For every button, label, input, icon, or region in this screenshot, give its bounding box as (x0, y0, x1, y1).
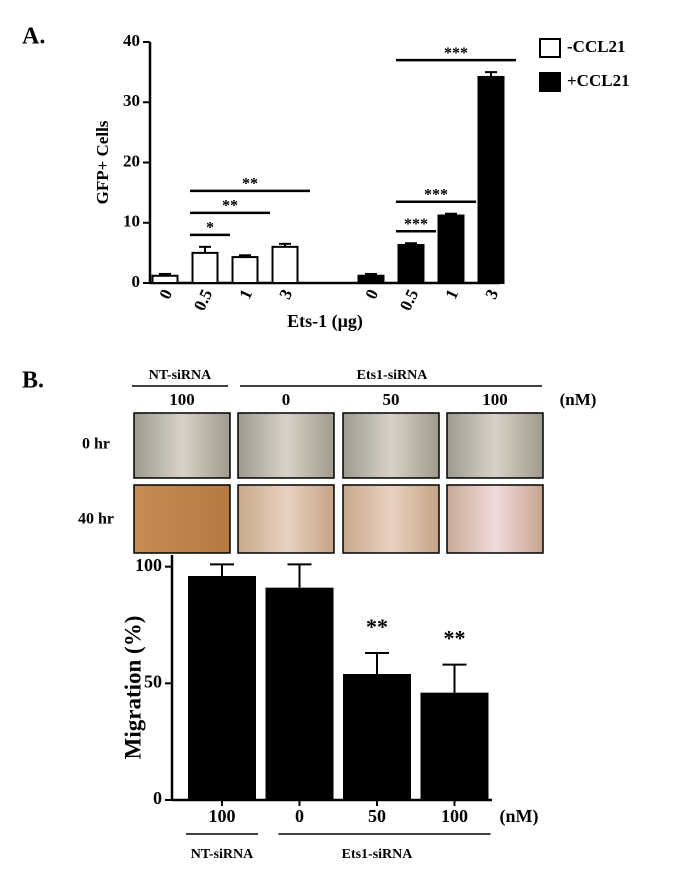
micrograph (446, 484, 544, 554)
x-tick-label: 0.5 (190, 286, 216, 313)
panel-label: B. (22, 368, 44, 394)
bar (231, 256, 259, 284)
bar (420, 692, 489, 800)
bar (191, 251, 219, 284)
dose-label: 100 (482, 390, 508, 409)
bar (477, 75, 505, 284)
time-label: 0 hr (82, 436, 110, 453)
bar (343, 674, 411, 800)
y-tick-label: 30 (123, 91, 140, 110)
y-tick-label: 0 (132, 272, 141, 291)
group-label: NT-siRNA (191, 847, 254, 862)
x-tick-label: 0 (155, 286, 176, 302)
y-tick-label: 0 (153, 788, 162, 808)
y-tick-label: 20 (123, 151, 140, 170)
micrograph (237, 412, 335, 479)
dose-label: 0 (282, 390, 291, 409)
bar (397, 244, 425, 284)
significance-label: ** (222, 198, 238, 215)
group-label: Ets1-siRNA (357, 368, 429, 383)
bar (271, 245, 299, 285)
significance-label: *** (444, 45, 468, 62)
x-tick-label: 100 (441, 806, 468, 826)
y-tick-label: 50 (144, 671, 162, 691)
bar (151, 274, 179, 284)
bar (188, 576, 256, 800)
y-axis-label: Migration (%) (120, 616, 145, 760)
significance-label: * (206, 220, 214, 237)
micrograph (342, 412, 440, 479)
bar (265, 587, 334, 800)
micrographs (133, 412, 544, 554)
panel-label: A. (22, 24, 45, 50)
x-tick-label: 0.5 (396, 286, 422, 313)
significance-label: ** (366, 614, 388, 639)
micrograph (446, 412, 544, 479)
significance-label: *** (424, 186, 448, 203)
x-tick-label: 1 (441, 286, 462, 302)
y-axis-label: GFP+ Cells (93, 120, 112, 204)
x-tick-label: 0 (361, 286, 382, 302)
y-tick-label: 40 (123, 31, 140, 50)
micrograph (133, 412, 231, 479)
x-tick-label: 3 (275, 286, 296, 302)
unit-label: (nM) (500, 806, 539, 827)
significance-label: *** (404, 216, 428, 233)
micrograph (237, 484, 335, 554)
dose-label: 100 (169, 390, 195, 409)
significance-label: ** (242, 176, 258, 193)
legend-label: -CCL21 (567, 37, 626, 56)
legend-swatch (539, 38, 561, 58)
bar (357, 274, 385, 284)
time-label: 40 hr (78, 511, 114, 528)
x-axis-label: Ets-1 (μg) (287, 311, 363, 332)
y-tick-label: 100 (135, 555, 162, 575)
bar (437, 214, 465, 285)
dose-label: 50 (383, 390, 400, 409)
group-label: Ets1-siRNA (342, 847, 414, 862)
significance-label: ** (444, 626, 466, 651)
group-label: NT-siRNA (149, 368, 212, 383)
micrograph (342, 484, 440, 554)
unit-label: (nM) (560, 390, 597, 409)
x-tick-label: 1 (235, 286, 256, 302)
x-tick-label: 100 (209, 806, 236, 826)
x-tick-label: 50 (368, 806, 386, 826)
micrograph (133, 484, 231, 554)
x-tick-label: 3 (481, 286, 502, 302)
legend-label: +CCL21 (567, 71, 630, 90)
x-tick-label: 0 (295, 806, 304, 826)
legend-swatch (539, 72, 561, 92)
y-tick-label: 10 (123, 212, 140, 231)
